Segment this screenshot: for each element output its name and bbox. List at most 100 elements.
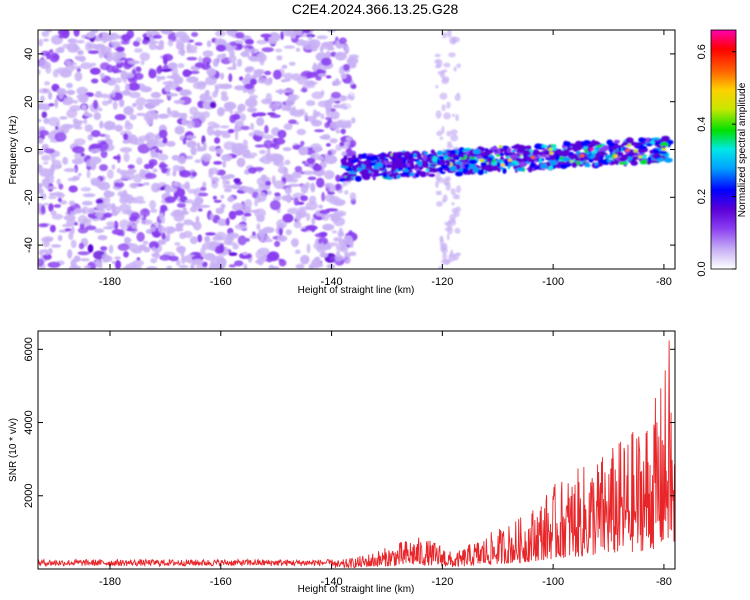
- heatmap-cell: [239, 76, 244, 81]
- heatmap-cell: [489, 146, 499, 151]
- heatmap-cell: [301, 86, 308, 93]
- heatmap-cell: [305, 100, 316, 107]
- heatmap-cell: [212, 195, 217, 200]
- heatmap-cell: [70, 239, 77, 249]
- x-tick-label: -100: [542, 576, 564, 588]
- heatmap-cell: [194, 159, 202, 164]
- heatmap-cell: [625, 148, 630, 152]
- heatmap-cell: [335, 183, 342, 192]
- heatmap-cell: [41, 237, 53, 243]
- heatmap-cell: [583, 140, 591, 145]
- heatmap-cell: [179, 89, 192, 96]
- heatmap-cell: [149, 208, 158, 213]
- heatmap-cell: [339, 245, 349, 253]
- heatmap-cell: [452, 113, 455, 117]
- heatmap-cell: [435, 64, 441, 69]
- heatmap-cell: [356, 167, 362, 172]
- heatmap-cell: [290, 31, 297, 39]
- heatmap-cell: [320, 90, 325, 96]
- heatmap-cell: [117, 232, 125, 236]
- snr-panel: -180 -160 -140 -120 -100 -80 2000 4000 6000 Hei…: [8, 330, 676, 595]
- heatmap-cell: [77, 251, 90, 256]
- heatmap-cell: [157, 239, 167, 245]
- heatmap-cell: [283, 166, 288, 177]
- heatmap-cell: [277, 235, 288, 242]
- heatmap-cell: [109, 52, 122, 61]
- heatmap-cell: [526, 145, 532, 150]
- heatmap-cell: [377, 135, 387, 145]
- heatmap-cell: [129, 215, 138, 222]
- heatmap-cell: [630, 142, 638, 146]
- heatmap-cell: [99, 133, 107, 137]
- heatmap-cell: [205, 232, 216, 236]
- heatmap-cell: [329, 255, 335, 262]
- heatmap-cell: [102, 31, 107, 37]
- heatmap-cell: [658, 150, 668, 154]
- heatmap-cell: [115, 46, 125, 53]
- heatmap-cell: [249, 234, 260, 239]
- heatmap-cell: [111, 90, 116, 98]
- heatmap-cell: [247, 167, 257, 174]
- heatmap-cell: [41, 154, 51, 162]
- heatmap-cell: [228, 252, 238, 256]
- heatmap-cell: [99, 164, 108, 172]
- heatmap-cell: [407, 222, 412, 231]
- heatmap-cell: [403, 240, 414, 248]
- heatmap-cell: [190, 263, 195, 269]
- heatmap-cell: [515, 167, 525, 172]
- heatmap-cell: [404, 246, 416, 255]
- heatmap-cell: [326, 242, 339, 247]
- heatmap-cell: [76, 86, 88, 95]
- heatmap-cell: [117, 243, 130, 251]
- heatmap-cell: [638, 155, 643, 159]
- heatmap-cell: [194, 42, 203, 46]
- heatmap-cell: [103, 226, 116, 230]
- heatmap-cell: [268, 264, 275, 269]
- heatmap-cell: [186, 45, 198, 52]
- heatmap-cell: [307, 176, 317, 181]
- colorbar-tick-label: 0.6: [696, 44, 708, 59]
- heatmap-cell: [461, 127, 468, 133]
- heatmap-cell: [171, 181, 182, 188]
- heatmap-cell: [289, 107, 296, 116]
- heatmap-cell: [252, 231, 256, 237]
- heatmap-cell: [403, 185, 415, 194]
- heatmap-cell: [56, 192, 65, 198]
- heatmap-cell: [231, 113, 241, 120]
- heatmap-cell: [250, 209, 260, 213]
- heatmap-cell: [189, 106, 199, 116]
- heatmap-cell: [326, 264, 336, 269]
- heatmap-cell: [264, 70, 272, 76]
- heatmap-cell: [536, 151, 545, 155]
- heatmap-cell: [204, 89, 210, 97]
- heatmap-cell: [503, 160, 509, 167]
- heatmap-cell: [340, 158, 347, 164]
- heatmap-cell: [46, 174, 55, 181]
- heatmap-cell: [38, 223, 49, 228]
- heatmap-cell: [588, 157, 594, 163]
- heatmap-cell: [114, 256, 121, 260]
- heatmap-cell: [180, 34, 190, 43]
- heatmap-cell: [288, 61, 296, 66]
- heatmap-cell: [234, 210, 244, 216]
- heatmap-cell: [511, 145, 519, 149]
- heatmap-cell: [265, 180, 272, 186]
- heatmap-cell: [47, 179, 55, 184]
- heatmap-cell: [136, 195, 145, 202]
- heatmap-cell: [209, 213, 215, 220]
- heatmap-cell: [158, 40, 165, 47]
- heatmap-cell: [419, 114, 423, 121]
- heatmap-cell: [77, 95, 89, 103]
- colorbar-tick-label: 0.0: [696, 261, 708, 276]
- heatmap-cell: [627, 156, 633, 161]
- heatmap-cell: [228, 73, 233, 83]
- heatmap-cell: [402, 132, 413, 142]
- heatmap-cell: [549, 154, 556, 161]
- heatmap-cell: [291, 238, 299, 248]
- heatmap-cell: [63, 214, 76, 221]
- heatmap-cell: [275, 89, 288, 94]
- heatmap-cell: [442, 76, 450, 83]
- heatmap-cell: [430, 123, 439, 127]
- heatmap-cell: [275, 48, 283, 53]
- heatmap-cell: [479, 158, 485, 163]
